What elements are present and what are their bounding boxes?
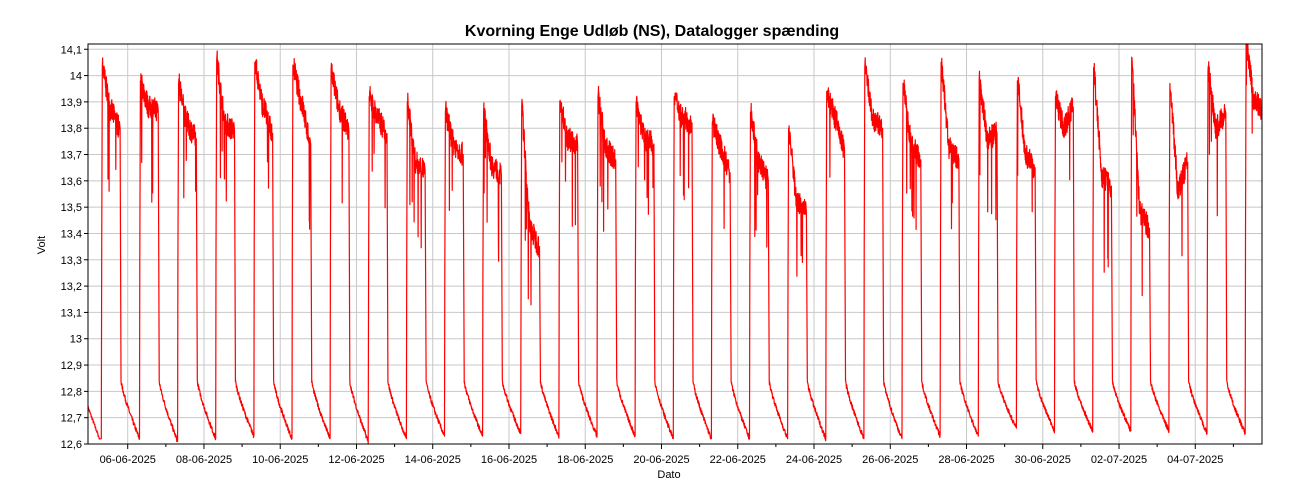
x-tick-label: 26-06-2025 <box>862 454 918 466</box>
y-tick-label: 14,1 <box>61 44 82 56</box>
x-tick-label: 02-07-2025 <box>1091 454 1147 466</box>
y-tick-label: 12,6 <box>61 439 82 451</box>
series-layer <box>87 43 1263 444</box>
y-tick-label: 12,9 <box>61 360 82 372</box>
y-tick-label: 13,8 <box>61 123 82 135</box>
y-tick-label: 13,2 <box>61 281 82 293</box>
x-tick-label: 18-06-2025 <box>557 454 613 466</box>
y-tick-label: 12,7 <box>61 413 82 425</box>
x-tick-label: 08-06-2025 <box>176 454 232 466</box>
x-tick-label: 16-06-2025 <box>481 454 537 466</box>
x-tick-label: 20-06-2025 <box>633 454 689 466</box>
x-axis-title: Dato <box>657 469 680 481</box>
y-tick-label: 13,6 <box>61 176 82 188</box>
x-tick-label: 28-06-2025 <box>938 454 994 466</box>
y-tick-label: 13,4 <box>61 228 82 240</box>
y-tick-label: 13,7 <box>61 150 82 162</box>
y-tick-label: 13,5 <box>61 202 82 214</box>
y-axis-title: Volt <box>36 236 48 254</box>
x-tick-label: 12-06-2025 <box>328 454 384 466</box>
y-tick-label: 13 <box>70 334 82 346</box>
x-tick-label: 10-06-2025 <box>252 454 308 466</box>
plot-area-frame <box>87 43 1263 445</box>
x-axis-ticks: 06-06-2025 08-06-2025 10-06-2025 12-06-2025… <box>100 444 1234 466</box>
x-tick-label: 04-07-2025 <box>1167 454 1223 466</box>
y-tick-label: 12,8 <box>61 386 82 398</box>
x-tick-label: 14-06-2025 <box>405 454 461 466</box>
chart-title: Kvorning Enge Udløb (NS), Datalogger spæ… <box>465 23 839 40</box>
y-axis-ticks: 12,6 12,7 12,8 12,9 13 13,1 13,2 13,3 13,4 13,5 13… <box>61 44 88 451</box>
y-tick-label: 13,1 <box>61 307 82 319</box>
y-tick-label: 13,9 <box>61 97 82 109</box>
x-tick-label: 24-06-2025 <box>786 454 842 466</box>
x-tick-label: 22-06-2025 <box>710 454 766 466</box>
voltage-series-line <box>87 43 1263 444</box>
x-tick-label: 06-06-2025 <box>100 454 156 466</box>
x-tick-label: 30-06-2025 <box>1015 454 1071 466</box>
y-tick-label: 14 <box>70 71 82 83</box>
y-tick-label: 13,3 <box>61 255 82 267</box>
